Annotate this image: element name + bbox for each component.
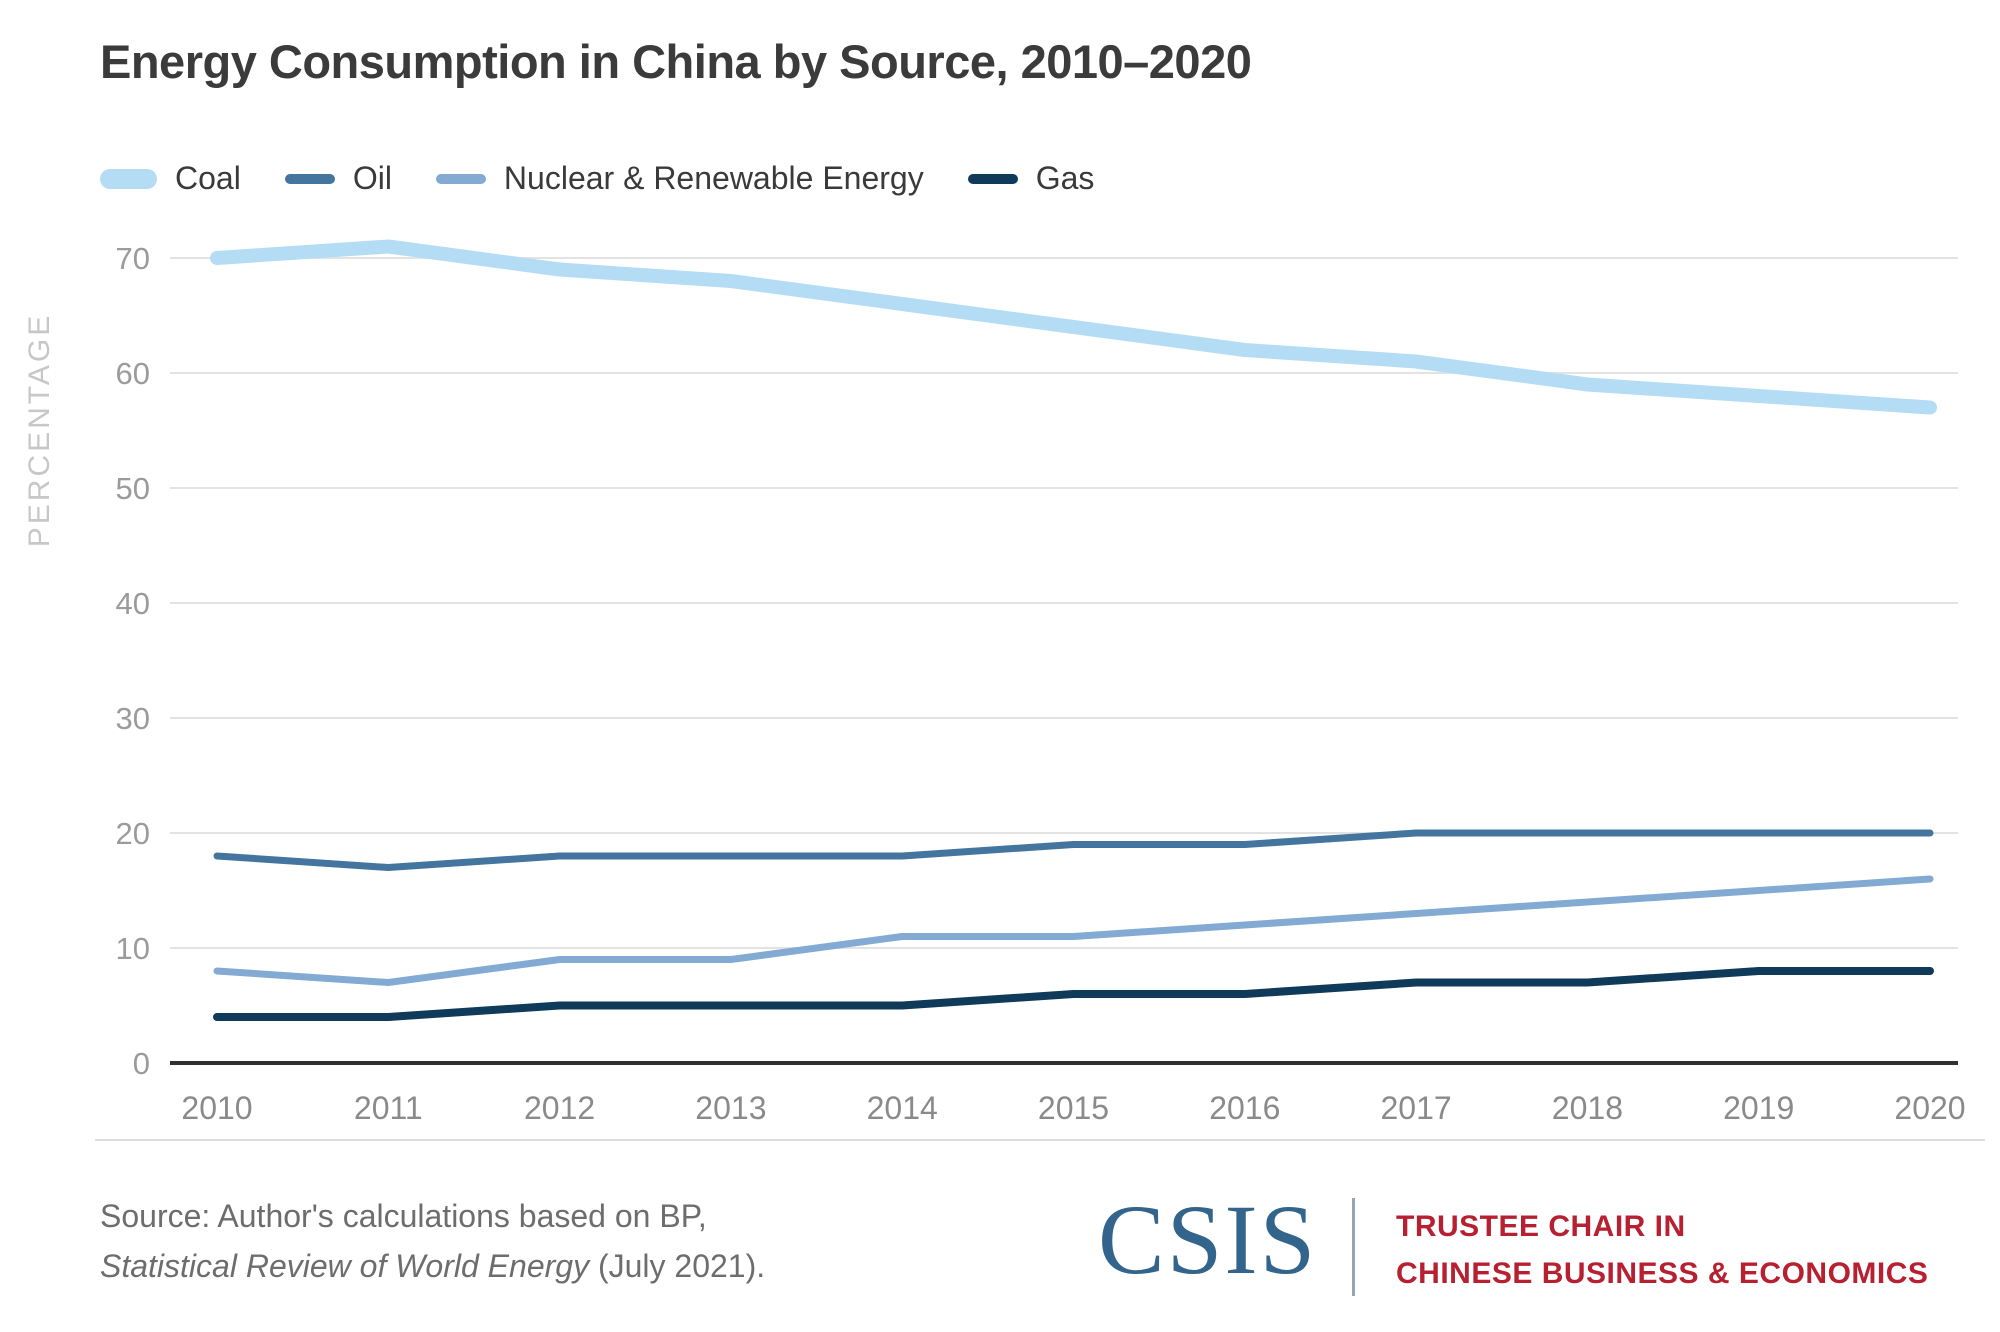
series-line-nuclear-renewable-energy xyxy=(213,875,1934,986)
y-tick-60: 60 xyxy=(116,356,150,391)
y-tick-0: 0 xyxy=(133,1046,150,1081)
x-tick-2016: 2016 xyxy=(1209,1090,1280,1126)
source-line-1: Source: Author's calculations based on B… xyxy=(100,1198,707,1234)
series-line-oil xyxy=(213,829,1934,871)
source-date: (July 2021). xyxy=(589,1247,766,1284)
footer-separator xyxy=(95,1139,1985,1141)
y-tick-40: 40 xyxy=(116,586,150,621)
legend-label-nuclear-renewable: Nuclear & Renewable Energy xyxy=(503,160,924,196)
program-line-1: TRUSTEE CHAIR IN xyxy=(1396,1210,1686,1243)
chart-title: Energy Consumption in China by Source, 2… xyxy=(100,35,1252,88)
x-tick-2013: 2013 xyxy=(695,1090,766,1126)
y-tick-20: 20 xyxy=(116,816,150,851)
legend-item-gas: Gas xyxy=(967,160,1095,197)
legend-swatch-oil xyxy=(284,173,335,184)
x-tick-2014: 2014 xyxy=(867,1090,938,1126)
source-note: Source: Author's calculations based on B… xyxy=(100,1192,765,1291)
legend-swatch-coal xyxy=(100,168,157,189)
y-tick-70: 70 xyxy=(116,241,150,276)
series-line-gas xyxy=(213,967,1934,1021)
csis-logo: CSIS xyxy=(1098,1184,1318,1295)
legend-label-gas: Gas xyxy=(1035,160,1095,196)
x-tick-labels: 2010 2011 2012 2013 2014 2015 2016 2017 2018 2019… xyxy=(181,1090,1965,1126)
y-tick-10: 10 xyxy=(116,931,150,966)
legend-item-oil: Oil xyxy=(284,160,392,197)
program-title: TRUSTEE CHAIR IN CHINESE BUSINESS & ECON… xyxy=(1396,1204,1928,1297)
y-tick-labels: 0 10 20 30 40 50 60 70 xyxy=(116,241,150,1081)
legend-swatch-nuclear-renewable xyxy=(435,173,486,184)
y-tick-30: 30 xyxy=(116,701,150,736)
legend-swatch-gas xyxy=(967,173,1018,184)
legend-label-coal: Coal xyxy=(175,160,241,196)
x-tick-2019: 2019 xyxy=(1723,1090,1794,1126)
x-tick-2010: 2010 xyxy=(181,1090,252,1126)
x-tick-2015: 2015 xyxy=(1038,1090,1109,1126)
legend-label-oil: Oil xyxy=(352,160,392,196)
series-lines xyxy=(210,239,1937,1021)
y-tick-50: 50 xyxy=(116,471,150,506)
x-tick-2018: 2018 xyxy=(1552,1090,1623,1126)
x-tick-2011: 2011 xyxy=(354,1090,423,1126)
legend-item-coal: Coal xyxy=(100,160,241,197)
x-tick-2017: 2017 xyxy=(1381,1090,1452,1126)
legend: Coal Oil Nuclear & Renewable Energy Gas xyxy=(100,160,1094,197)
legend-item-nuclear-renewable: Nuclear & Renewable Energy xyxy=(435,160,924,197)
logo-divider xyxy=(1352,1198,1355,1296)
source-publication: Statistical Review of World Energy xyxy=(100,1247,590,1284)
x-tick-2020: 2020 xyxy=(1894,1090,1965,1126)
program-line-2: CHINESE BUSINESS & ECONOMICS xyxy=(1396,1256,1929,1290)
x-tick-2012: 2012 xyxy=(524,1090,595,1126)
gridlines xyxy=(170,257,1958,949)
series-line-coal xyxy=(210,239,1937,415)
